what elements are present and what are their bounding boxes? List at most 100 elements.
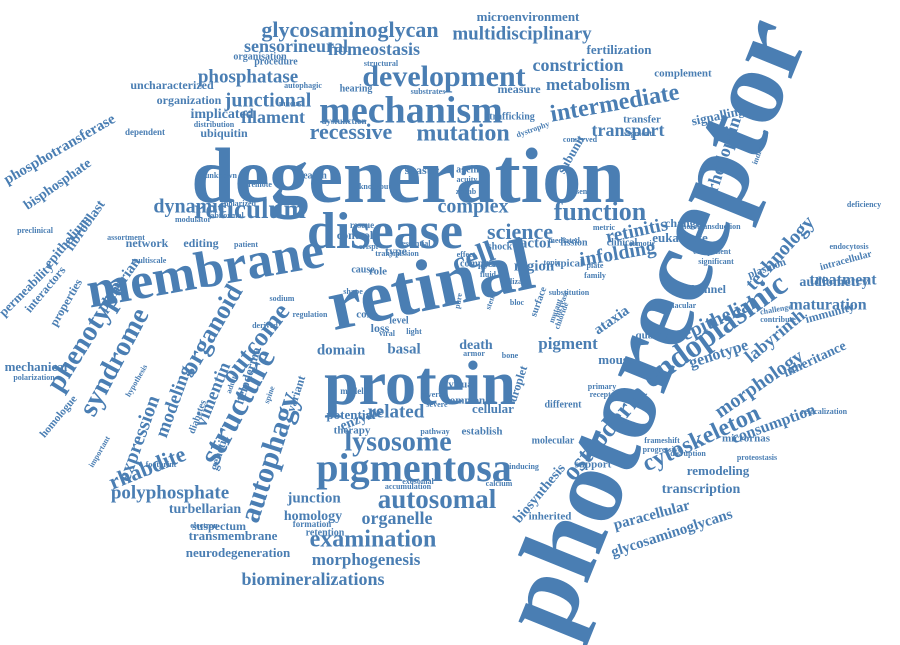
cloud-word-junctional: junctional bbox=[224, 90, 312, 112]
cloud-word-polarization: polarization bbox=[13, 373, 55, 382]
cloud-word-lysosome: lysosome bbox=[344, 426, 451, 457]
cloud-word-proteostasis: proteostasis bbox=[737, 453, 777, 462]
cloud-word-plate: plate bbox=[587, 261, 604, 270]
cloud-word-turbellarian: turbellarian bbox=[169, 502, 242, 517]
cloud-word-recessive: recessive bbox=[310, 119, 393, 144]
cloud-word-junction: junction bbox=[286, 490, 341, 506]
cloud-word-transmission: transmission bbox=[375, 249, 419, 258]
cloud-word-pure: pure bbox=[453, 292, 465, 310]
cloud-word-measure: measure bbox=[497, 82, 541, 96]
cloud-word-multidisciplinary: multidisciplinary bbox=[452, 23, 592, 44]
cloud-word-common: common bbox=[445, 395, 485, 407]
cloud-word-implicated: implicated bbox=[191, 107, 254, 122]
cloud-word-complexes: complexes bbox=[460, 258, 504, 269]
cloud-word-homology: homology bbox=[284, 509, 342, 524]
cloud-word-modulator: modulator bbox=[175, 215, 211, 224]
cloud-word-effect: effect bbox=[457, 250, 476, 259]
cloud-word-armor: armor bbox=[463, 349, 485, 358]
cloud-word-search: search bbox=[299, 170, 327, 181]
cloud-word-micrornas: micrornas bbox=[722, 433, 771, 445]
cloud-word-endocytosis: endocytosis bbox=[829, 242, 868, 251]
cloud-word-uncharacterized: uncharacterized bbox=[130, 78, 214, 92]
cloud-word-formation: formation bbox=[293, 519, 332, 529]
cloud-word-substrates: substrates bbox=[411, 87, 446, 96]
cloud-word-yeast: yeast bbox=[484, 260, 502, 269]
cloud-word-filament: filament bbox=[241, 107, 305, 127]
cloud-word-model: model bbox=[340, 386, 364, 396]
cloud-word-knockout: knockout bbox=[359, 182, 391, 191]
cloud-word-examination: examination bbox=[310, 527, 437, 553]
cloud-word-development: development bbox=[362, 60, 525, 93]
cloud-word-neurodegeneration: neurodegeneration bbox=[186, 545, 291, 560]
cloud-word-dependent: dependent bbox=[125, 127, 165, 137]
cloud-word-zonab: zonab bbox=[456, 187, 477, 196]
cloud-word-basal: basal bbox=[387, 341, 420, 357]
cloud-word-phosphatase: phosphatase bbox=[198, 66, 298, 87]
cloud-word-transcription: transcription bbox=[662, 482, 741, 497]
cloud-word-type: type bbox=[385, 244, 408, 258]
cloud-word-preclinical: preclinical bbox=[17, 226, 54, 235]
cloud-word-exosomal: exosomal bbox=[402, 477, 434, 486]
cloud-word-potential: potential bbox=[326, 407, 376, 422]
cloud-word-metabolism: metabolism bbox=[546, 75, 630, 94]
cloud-word-assortment: assortment bbox=[107, 233, 145, 242]
cloud-word-biomineralizations: biomineralizations bbox=[242, 569, 385, 589]
cloud-word-procedure: procedure bbox=[254, 56, 298, 67]
cloud-word-frameshift: frameshift bbox=[644, 436, 680, 445]
cloud-word-phototransduction: phototransduction bbox=[677, 222, 741, 231]
cloud-word-glycosaminoglycan: glycosaminoglycan bbox=[261, 17, 438, 42]
cloud-word-morphogenesis: morphogenesis bbox=[312, 550, 421, 569]
cloud-word-apical: apical bbox=[555, 258, 583, 270]
cloud-word-remodeling: remodeling bbox=[687, 463, 750, 478]
cloud-word-patient: patient bbox=[234, 240, 258, 249]
cloud-word-complement: complement bbox=[654, 68, 712, 80]
cloud-word-osmotic: osmotic bbox=[629, 239, 656, 248]
cloud-word-contribute: contribute bbox=[760, 315, 796, 324]
cloud-word-pigmentosa: pigmentosa bbox=[316, 445, 512, 490]
cloud-word-distribution: distribution bbox=[194, 120, 235, 129]
cloud-word-calcium: calcium bbox=[486, 479, 513, 488]
cloud-word-constriction: constriction bbox=[533, 55, 624, 75]
cloud-word-multiscale: multiscale bbox=[132, 256, 167, 265]
cloud-word-metric: metric bbox=[593, 223, 616, 232]
cloud-word-transport: transport bbox=[592, 120, 665, 140]
cloud-word-maturation: maturation bbox=[789, 297, 866, 314]
cloud-word-domain: domain bbox=[317, 342, 366, 358]
cloud-word-several: several bbox=[421, 390, 446, 399]
cloud-word-fertilization: fertilization bbox=[587, 42, 653, 57]
cloud-word-shock: shock bbox=[488, 241, 513, 252]
cloud-word-autosomal: autosomal bbox=[378, 484, 497, 514]
cloud-word-component: component bbox=[693, 247, 731, 256]
cloud-word-fluid: fluid bbox=[480, 270, 497, 279]
cloud-word-fission: fission bbox=[560, 237, 588, 248]
cloud-word-audiometry: audiometry bbox=[799, 275, 868, 290]
cloud-word-editing: editing bbox=[183, 236, 218, 250]
cloud-word-unknown: unknown bbox=[205, 171, 238, 180]
cloud-word-function: function bbox=[554, 197, 647, 226]
cloud-word-acuity: acuity bbox=[457, 175, 478, 184]
cloud-word-inherited: inherited bbox=[529, 511, 572, 523]
cloud-word-ubiquitin: ubiquitin bbox=[200, 126, 248, 140]
cloud-word-degeneration: degeneration bbox=[191, 132, 624, 219]
cloud-word-absence: absence bbox=[568, 187, 595, 196]
cloud-word-support: support bbox=[575, 459, 612, 471]
cloud-word-shape: shape bbox=[343, 287, 363, 296]
cloud-word-crispr: crispr bbox=[359, 242, 380, 251]
cloud-word-loss: loss bbox=[371, 321, 390, 335]
cloud-word-role: role bbox=[369, 266, 387, 278]
cloud-word-establish: establish bbox=[462, 426, 503, 438]
cloud-word-substitution: substitution bbox=[549, 288, 590, 297]
cloud-word-death: death bbox=[459, 338, 493, 353]
cloud-word-bone: bone bbox=[502, 351, 519, 360]
cloud-word-mechanism: mechanism bbox=[319, 90, 503, 132]
cloud-word-polyphosphate: polyphosphate bbox=[111, 482, 229, 503]
cloud-word-spastic: spastic bbox=[405, 163, 440, 177]
cloud-word-visual: visual bbox=[448, 379, 476, 391]
cloud-word-different: different bbox=[544, 399, 582, 410]
cloud-word-abnormal: abnormal bbox=[210, 211, 244, 220]
cloud-word-inducing: inducing bbox=[509, 462, 539, 471]
cloud-word-primary: primary bbox=[588, 382, 616, 391]
cloud-word-homeostasis: homeostasis bbox=[328, 39, 420, 59]
cloud-word-dysfunction: dysfunction bbox=[321, 116, 366, 126]
